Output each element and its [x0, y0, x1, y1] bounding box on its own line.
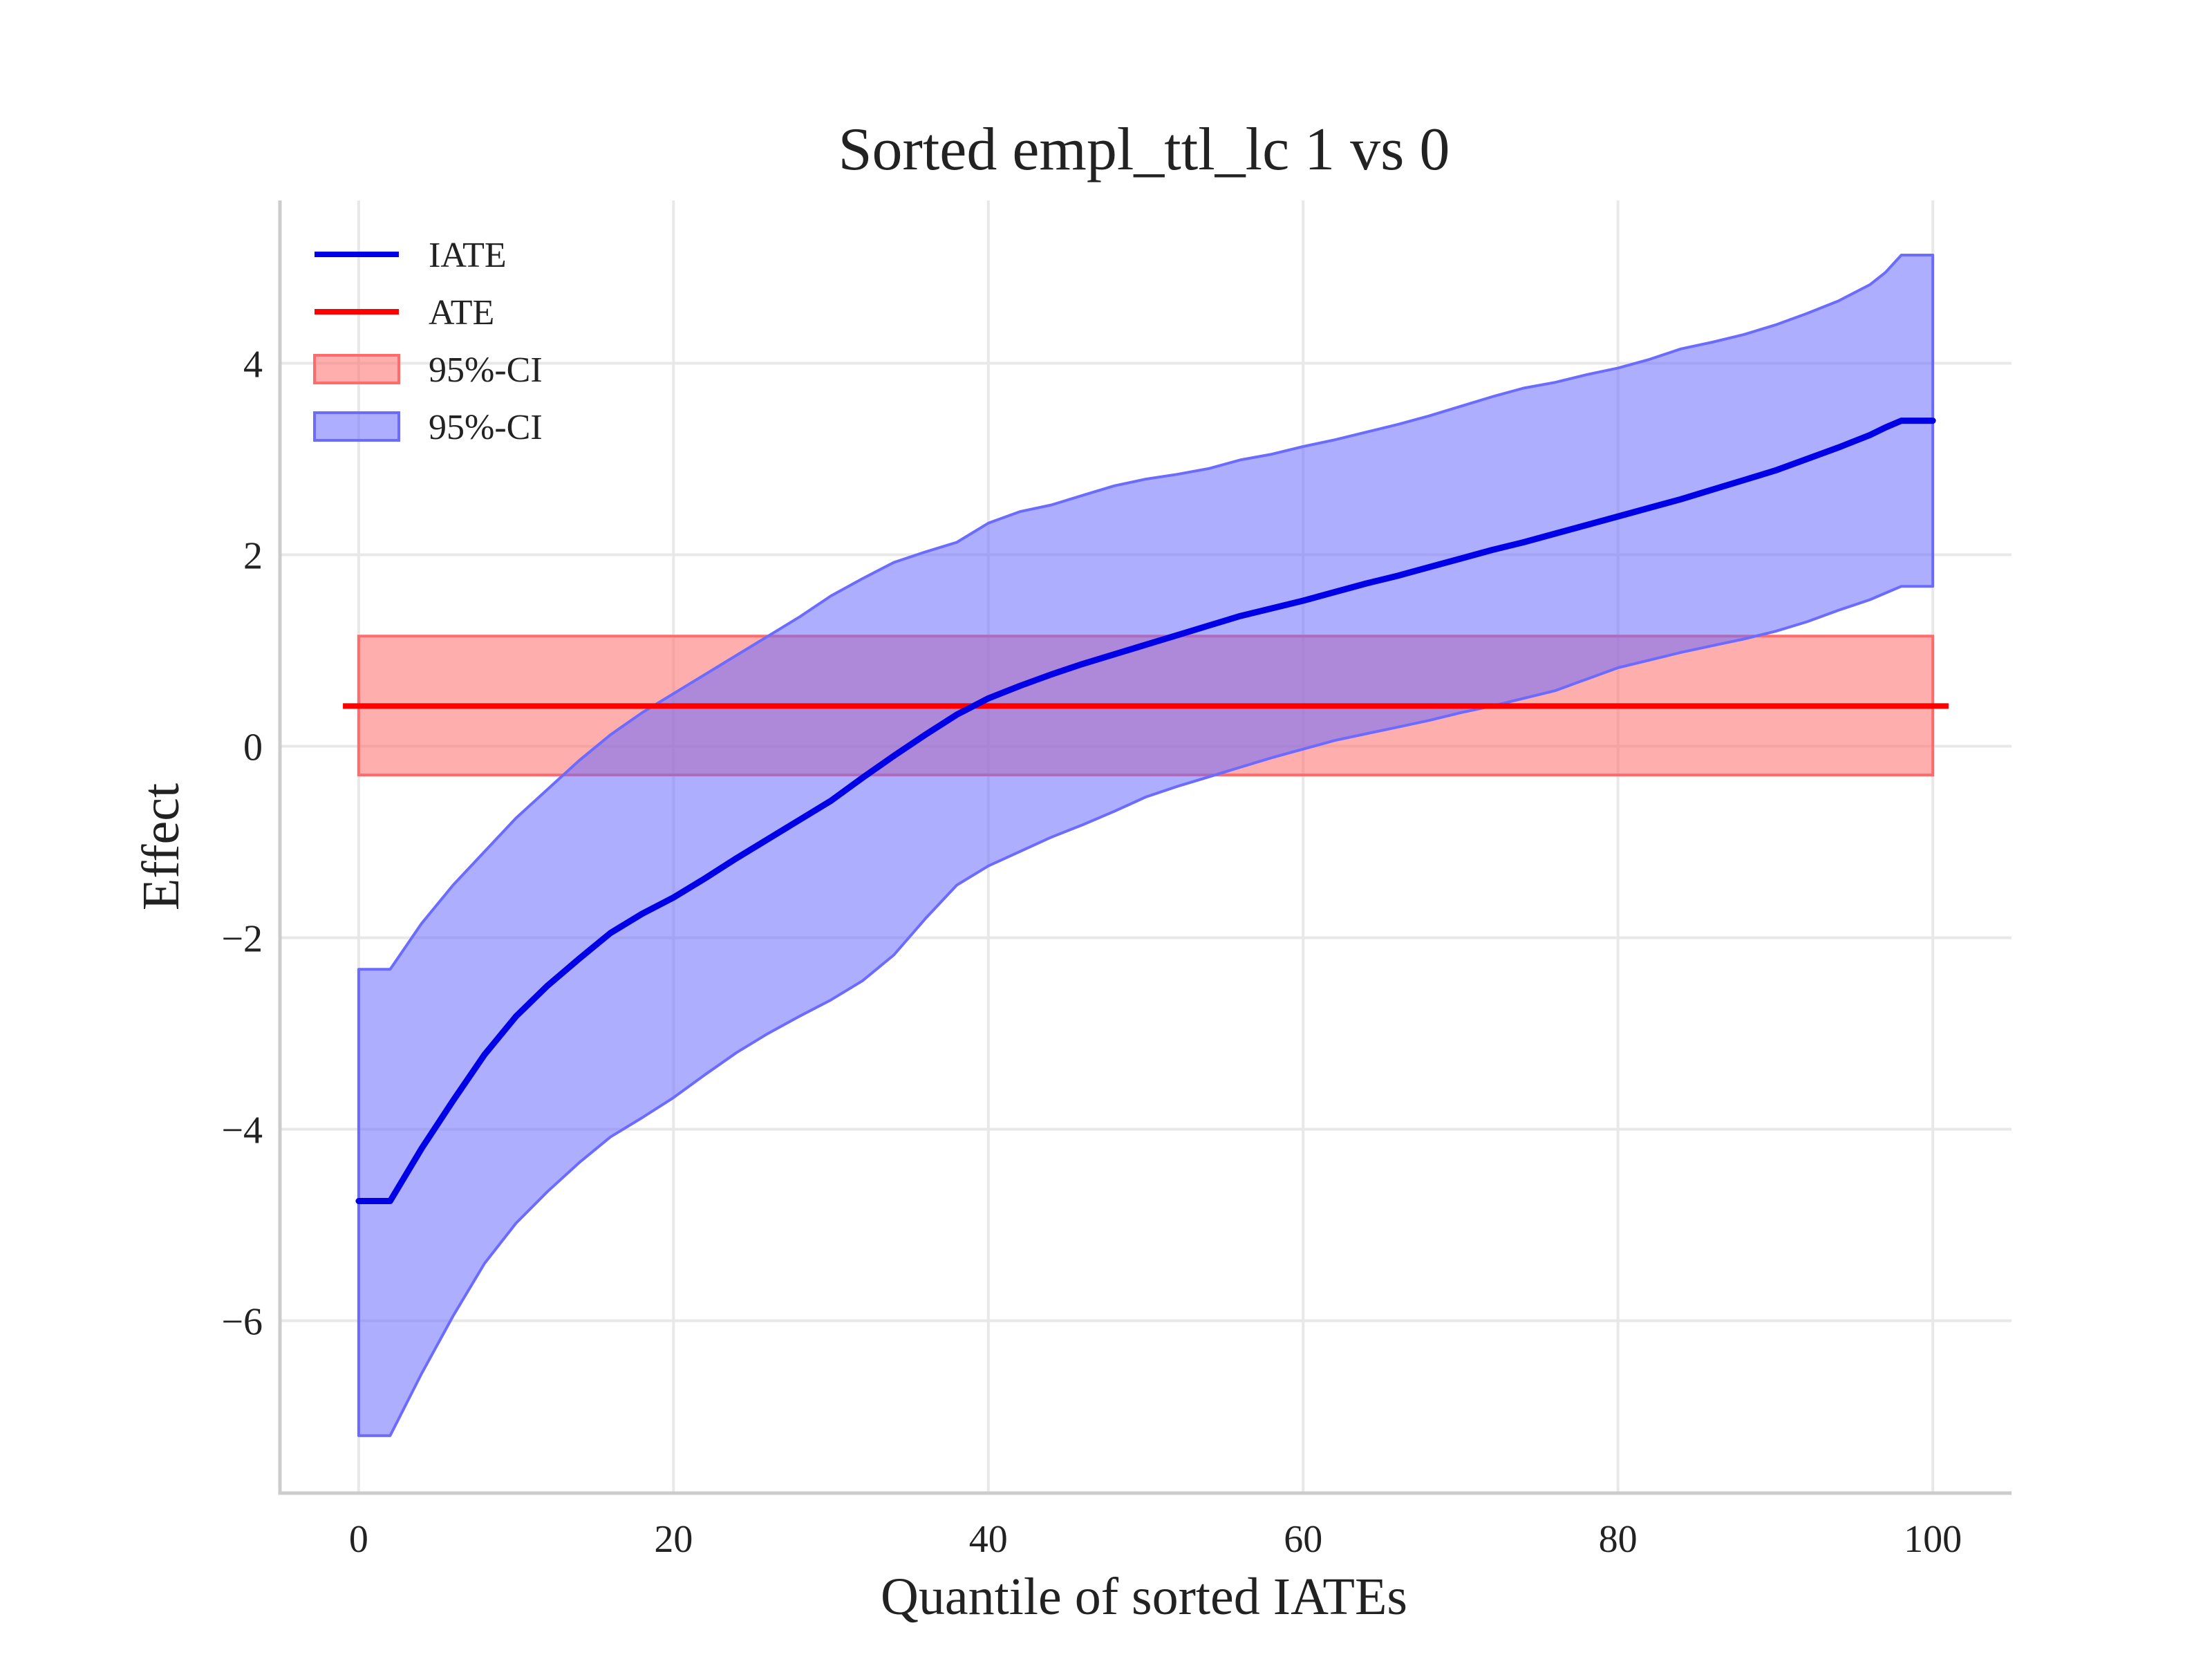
- x-tick-label: 40: [969, 1518, 1008, 1561]
- axes: 0 20 40 60 80 100 −6 −4 −2 0 2 4: [221, 200, 2012, 1561]
- y-tick-label: −4: [221, 1109, 263, 1152]
- x-tick-label: 20: [654, 1518, 693, 1561]
- y-tick-label: 0: [243, 727, 263, 769]
- chart-title: Sorted empl_ttl_lc 1 vs 0: [838, 116, 1450, 183]
- y-tick-label: −2: [221, 918, 263, 961]
- axis-spine: [278, 200, 2012, 1495]
- legend-swatch: [313, 411, 400, 442]
- iate-line: [355, 418, 1936, 1204]
- plot-area: [343, 254, 1949, 1437]
- x-tick-label: 60: [1284, 1518, 1322, 1561]
- y-tick-label: 2: [243, 535, 263, 578]
- legend-label: 95%-CI: [429, 350, 543, 390]
- legend-swatch: [313, 354, 400, 384]
- legend-label: 95%-CI: [429, 408, 543, 447]
- legend-label: ATE: [429, 293, 494, 332]
- x-tick-label: 0: [349, 1518, 368, 1561]
- x-tick-label: 80: [1599, 1518, 1638, 1561]
- y-axis-label: Effect: [132, 783, 190, 910]
- x-tick-label: 100: [1904, 1518, 1962, 1561]
- legend-label: IATE: [429, 236, 507, 275]
- legend: IATE ATE 95%-CI 95%-CI: [313, 236, 543, 447]
- x-axis-label: Quantile of sorted IATEs: [881, 1568, 1407, 1626]
- y-tick-label: −6: [221, 1301, 263, 1344]
- y-tick-label: 4: [243, 343, 263, 386]
- iate-ci-band: [357, 254, 1935, 1437]
